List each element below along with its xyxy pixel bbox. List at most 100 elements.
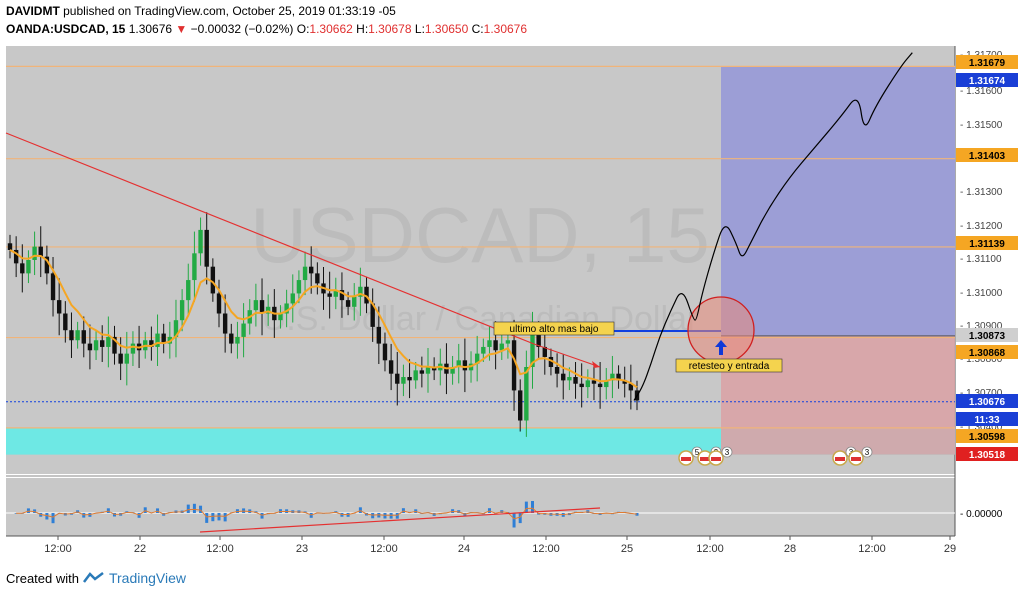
candle-body <box>217 293 221 313</box>
low-value: 1.30650 <box>425 22 468 36</box>
candle-body <box>82 330 86 343</box>
candle-body <box>586 380 590 387</box>
price-label: 1.30873 <box>969 331 1006 342</box>
time-tick: 23 <box>296 543 308 555</box>
oscillator-bar <box>359 507 362 513</box>
candle-body <box>75 330 79 340</box>
candle-body <box>254 300 258 310</box>
candle-body <box>506 340 510 343</box>
price-label: 1.31674 <box>969 76 1006 87</box>
candle-body <box>100 340 104 347</box>
price-chart[interactable]: USDCAD, 15 U.S. Dollar / Canadian Dollar… <box>0 40 1025 600</box>
candle-body <box>327 293 331 296</box>
candle-body <box>561 374 565 381</box>
price-tick: - 1.31200 <box>960 221 1003 232</box>
watermark-name: U.S. Dollar / Canadian Dollar <box>262 300 699 338</box>
price-label: 1.31403 <box>969 151 1006 162</box>
price-tick: - 1.31600 <box>960 86 1003 97</box>
oscillator-bar <box>205 513 208 523</box>
price-tick: - 1.31300 <box>960 187 1003 198</box>
candle-body <box>291 293 295 303</box>
symbol-name: OANDA:USDCAD, 15 <box>6 22 125 36</box>
close-label: C: <box>472 22 484 36</box>
oscillator-bar <box>519 513 522 523</box>
oscillator-pane-background <box>6 478 955 536</box>
candle-body <box>598 384 602 387</box>
candle-body <box>487 340 491 347</box>
candle-body <box>205 230 209 267</box>
event-count: 3 <box>865 448 870 457</box>
open-label: O: <box>297 22 310 36</box>
oscillator-bar <box>531 501 534 513</box>
candle-body <box>180 300 184 320</box>
oscillator-bar <box>224 513 227 521</box>
price-label: 1.30868 <box>969 348 1006 359</box>
time-tick: 29 <box>944 543 956 555</box>
candle-body <box>20 263 24 273</box>
candle-body <box>315 273 319 283</box>
candle-body <box>125 354 129 364</box>
candle-body <box>26 260 30 273</box>
time-tick: 12:00 <box>696 543 724 555</box>
candle-body <box>407 377 411 380</box>
flag-stripe <box>711 457 721 461</box>
last-price: 1.30676 <box>129 22 172 36</box>
candle-body <box>32 247 36 260</box>
price-change: −0.00032 (−0.02%) <box>191 22 294 36</box>
candle-body <box>155 334 159 347</box>
oscillator-zero-label: - 0.00000 <box>960 509 1003 520</box>
oscillator-bar <box>144 507 147 513</box>
candle-body <box>524 367 528 421</box>
candle-body <box>389 360 393 373</box>
oscillator-bar <box>525 502 528 513</box>
candle-body <box>414 370 418 380</box>
candle-body <box>567 377 571 380</box>
time-tick: 22 <box>134 543 146 555</box>
candle-body <box>51 273 55 300</box>
stop-zone <box>721 336 955 455</box>
flag-stripe <box>851 457 861 461</box>
candle-body <box>192 253 196 280</box>
oscillator-bar <box>390 513 393 519</box>
candle-body <box>297 280 301 293</box>
time-tick: 25 <box>621 543 633 555</box>
oscillator-bar <box>513 513 516 528</box>
publish-info: DAVIDMT published on TradingView.com, Oc… <box>6 4 396 18</box>
candle-body <box>346 300 350 307</box>
oscillator-bar <box>193 504 196 513</box>
candle-body <box>131 344 135 354</box>
candle-body <box>94 340 98 350</box>
price-label: 1.31139 <box>969 239 1005 250</box>
candle-body <box>518 390 522 420</box>
flag-stripe <box>681 457 691 461</box>
oscillator-bar <box>261 513 264 519</box>
candle-body <box>88 344 92 351</box>
flag-stripe <box>835 457 845 461</box>
candle-body <box>223 314 227 334</box>
oscillator-bar <box>211 513 214 521</box>
time-tick: 12:00 <box>370 543 398 555</box>
candle-body <box>63 314 67 331</box>
candle-body <box>463 360 467 370</box>
candle-body <box>481 347 485 354</box>
candle-body <box>377 327 381 344</box>
candle-body <box>352 297 356 307</box>
oscillator-bar <box>218 513 221 520</box>
swing-label: ultimo alto mas bajo <box>510 324 599 335</box>
candle-body <box>573 377 577 384</box>
publisher-name: DAVIDMT <box>6 4 60 18</box>
price-label: 1.30518 <box>969 450 1006 461</box>
oscillator-bar <box>396 513 399 519</box>
candle-body <box>579 384 583 387</box>
low-label: L: <box>415 22 425 36</box>
tradingview-brand[interactable]: TradingView <box>109 570 186 586</box>
created-with-text: Created with <box>6 571 79 586</box>
candle-body <box>118 354 122 364</box>
candle-body <box>395 374 399 384</box>
down-arrow-icon: ▼ <box>175 22 187 36</box>
entry-label: retesteo y entrada <box>689 361 770 372</box>
candle-body <box>8 243 12 250</box>
time-tick: 12:00 <box>532 543 560 555</box>
oscillator-bar <box>52 513 55 523</box>
candle-body <box>260 300 264 313</box>
